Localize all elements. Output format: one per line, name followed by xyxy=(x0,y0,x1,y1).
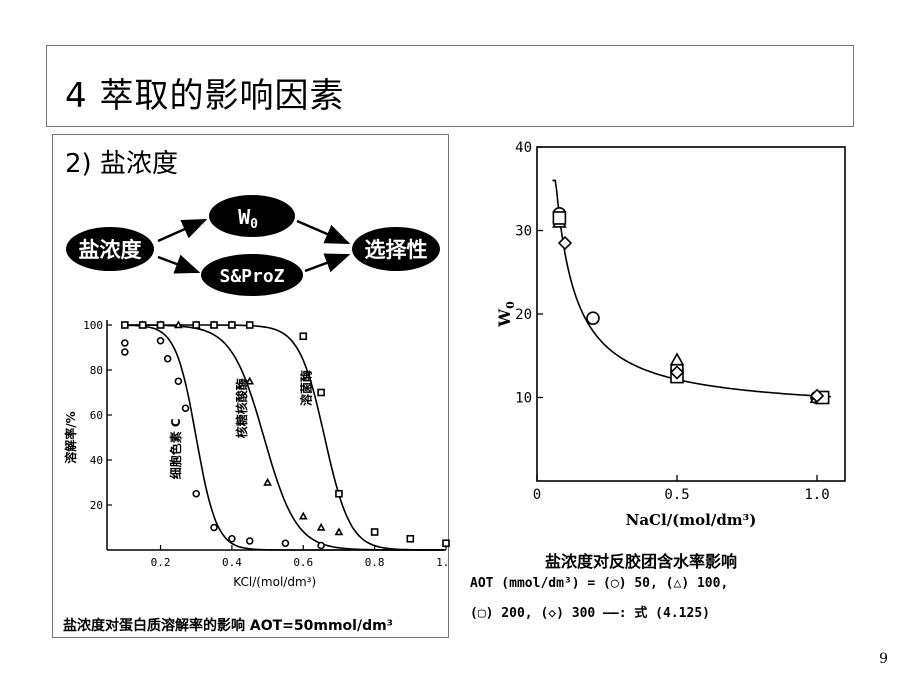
flow-source-label: 盐浓度 xyxy=(79,238,142,262)
right-point-diamond xyxy=(669,365,685,380)
right-chart-caption: 盐浓度对反胶团含水率影响 xyxy=(545,552,738,571)
left-y-tick-label: 40 xyxy=(90,454,103,467)
right-y-tick-label: 40 xyxy=(515,140,532,156)
left-point-square xyxy=(370,528,379,536)
left-chart: 20 40 60 80 100 0.2 0.4 0.6 0.8 1.0 KCl/(mol/dm³) 溶… xyxy=(63,319,450,589)
left-point-circle xyxy=(174,377,183,386)
left-x-tick-label: 0.8 xyxy=(365,556,385,569)
left-point-circle xyxy=(228,534,236,543)
flow-bottom-label: S&ProZ xyxy=(219,266,284,287)
left-point-square xyxy=(192,321,201,329)
flow-source-node xyxy=(66,227,154,271)
right-y-tick-label: 30 xyxy=(515,224,532,240)
left-point-square xyxy=(245,321,254,329)
right-x-axis-label: NaCl/(mol/dm³) xyxy=(626,511,757,529)
left-x-tick-label: 0.6 xyxy=(293,556,313,569)
subtitle: 2) 盐浓度 xyxy=(65,149,178,179)
left-x-tick-label: 0.4 xyxy=(222,556,242,569)
left-chart-caption: 盐浓度对蛋白质溶解率的影响 AOT=50mmol/dm³ xyxy=(63,618,393,634)
left-x-axis-label: KCl/(mol/dm³) xyxy=(233,575,316,589)
left-point-square xyxy=(156,321,165,329)
arrow-source-bottom xyxy=(157,254,201,274)
slide-title: 4 萃取的影响因素 xyxy=(65,76,345,116)
right-y-axis-label-main: W xyxy=(495,308,514,328)
left-y-tick-label: 100 xyxy=(83,319,103,332)
right-y-tick-label: 20 xyxy=(515,307,532,323)
flow-top-label: W0 xyxy=(238,205,258,232)
left-fit-curve-3 xyxy=(121,324,445,551)
title-box: 4 萃取的影响因素 xyxy=(46,45,854,127)
left-y-tick-label: 20 xyxy=(90,499,103,512)
left-y-tick-label: 60 xyxy=(90,409,103,422)
right-point-diamond xyxy=(557,235,573,251)
left-fit-curve-2 xyxy=(121,324,445,551)
right-legend-line-2: (▢) 200, (◇) 300 ——: 式 (4.125) xyxy=(470,606,710,621)
left-point-circle xyxy=(163,354,172,363)
left-point-circle xyxy=(121,339,129,347)
arrow-top-target xyxy=(296,219,351,245)
left-point-square xyxy=(406,534,415,543)
flow-target-label: 选择性 xyxy=(365,238,428,262)
left-point-square xyxy=(138,321,147,329)
left-point-square xyxy=(317,388,325,397)
left-point-square xyxy=(335,489,343,498)
flow-top-sub: 0 xyxy=(250,217,258,232)
right-x-tick-label: 0 xyxy=(533,487,541,503)
left-point-square xyxy=(210,321,218,329)
right-x-tick-label: 0.5 xyxy=(664,487,689,503)
flow-top-main: W xyxy=(238,205,251,229)
right-point-circle xyxy=(586,311,600,325)
left-point-circle xyxy=(317,541,325,550)
left-point-triangle xyxy=(263,477,272,486)
right-y-tick-label: 10 xyxy=(515,391,532,407)
left-point-circle xyxy=(192,489,201,498)
right-point-triangle xyxy=(669,352,685,366)
page-number: 9 xyxy=(879,651,888,667)
flow-diagram: 盐浓度 W0 S&ProZ 选择性 xyxy=(66,195,440,296)
right-y-axis-label-sub: 0 xyxy=(504,301,517,309)
left-point-triangle xyxy=(298,511,308,520)
flow-target-node xyxy=(352,227,440,271)
left-point-square xyxy=(442,539,450,548)
left-panel: 2) 盐浓度 盐浓度 W0 S&ProZ 选择性 20 40 60 80 100 0.2 0… xyxy=(52,134,450,638)
left-x-tick-label: 0.2 xyxy=(151,556,171,569)
left-point-circle xyxy=(210,523,218,532)
left-point-circle xyxy=(156,336,165,345)
right-point-diamond xyxy=(809,388,825,403)
right-point-square xyxy=(552,211,567,225)
left-point-triangle xyxy=(334,527,344,536)
right-x-tick-label: 1.0 xyxy=(804,487,829,503)
flow-bottom-node xyxy=(201,254,303,296)
arrow-bottom-target xyxy=(304,253,351,273)
left-curve-label-1: 细胞色素 C xyxy=(168,418,183,479)
left-point-circle xyxy=(181,404,190,413)
left-point-circle xyxy=(281,539,290,548)
left-curve-label-2: 核糖核酸酶 xyxy=(234,378,249,438)
left-y-tick-label: 80 xyxy=(90,364,103,377)
left-point-triangle xyxy=(174,320,183,329)
left-point-triangle xyxy=(316,522,326,531)
right-legend-line-1: AOT (mmol/dm³) = (◯) 50, (△) 100, xyxy=(470,576,729,591)
left-point-square xyxy=(121,321,129,329)
left-point-triangle xyxy=(245,376,255,385)
left-x-tick-label: 1.0 xyxy=(436,556,450,569)
left-point-square xyxy=(299,332,308,341)
left-point-circle xyxy=(245,537,254,545)
left-y-axis-label: 溶解率/% xyxy=(63,411,78,463)
left-point-square xyxy=(228,321,236,329)
right-y-axis-label: W0 xyxy=(495,301,517,328)
flow-top-node xyxy=(209,195,295,237)
right-fit-curve xyxy=(552,179,832,398)
left-curve-label-3: 溶菌酶 xyxy=(298,370,313,406)
left-point-circle xyxy=(121,348,129,356)
arrow-source-top xyxy=(157,218,208,243)
